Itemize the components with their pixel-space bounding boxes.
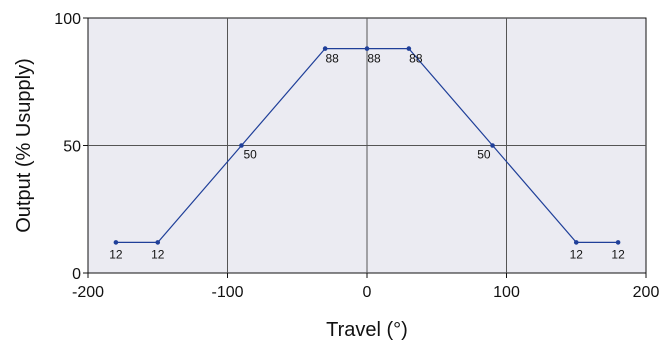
data-point: [239, 143, 244, 148]
data-label: 12: [151, 247, 165, 261]
series-group: [113, 46, 621, 245]
data-point: [406, 46, 412, 51]
data-point: [615, 240, 621, 245]
data-point: [155, 240, 161, 245]
y-tick-label: 50: [63, 139, 81, 156]
data-label: 88: [409, 52, 423, 66]
data-label: 50: [243, 148, 257, 162]
y-tick-label: 0: [72, 266, 81, 283]
x-tick-label: 100: [493, 284, 520, 301]
data-label: 12: [570, 247, 584, 261]
data-point: [364, 46, 370, 51]
x-axis-title: Travel (°): [326, 319, 408, 341]
x-tick-label: 0: [363, 284, 372, 301]
x-tick-label: -100: [211, 284, 243, 301]
data-point: [573, 240, 579, 245]
data-label: 88: [367, 52, 381, 66]
x-tick-label: 200: [633, 284, 660, 301]
y-tick-label: 100: [54, 11, 81, 28]
data-label: 88: [325, 52, 339, 66]
grid-lines: [88, 18, 646, 273]
y-axis-title: Output (% Usupply): [13, 58, 35, 233]
x-tick-label: -200: [72, 284, 104, 301]
axis-ticks: -200 -100 0 100 200 0 50 100: [54, 11, 659, 301]
data-labels: 12 12 50 88 88 88 50 12 12: [109, 52, 625, 262]
data-point: [113, 240, 119, 245]
data-point: [490, 143, 495, 148]
data-label: 12: [109, 247, 123, 261]
data-label: 50: [477, 148, 491, 162]
data-label: 12: [611, 247, 625, 261]
data-point: [322, 46, 328, 51]
